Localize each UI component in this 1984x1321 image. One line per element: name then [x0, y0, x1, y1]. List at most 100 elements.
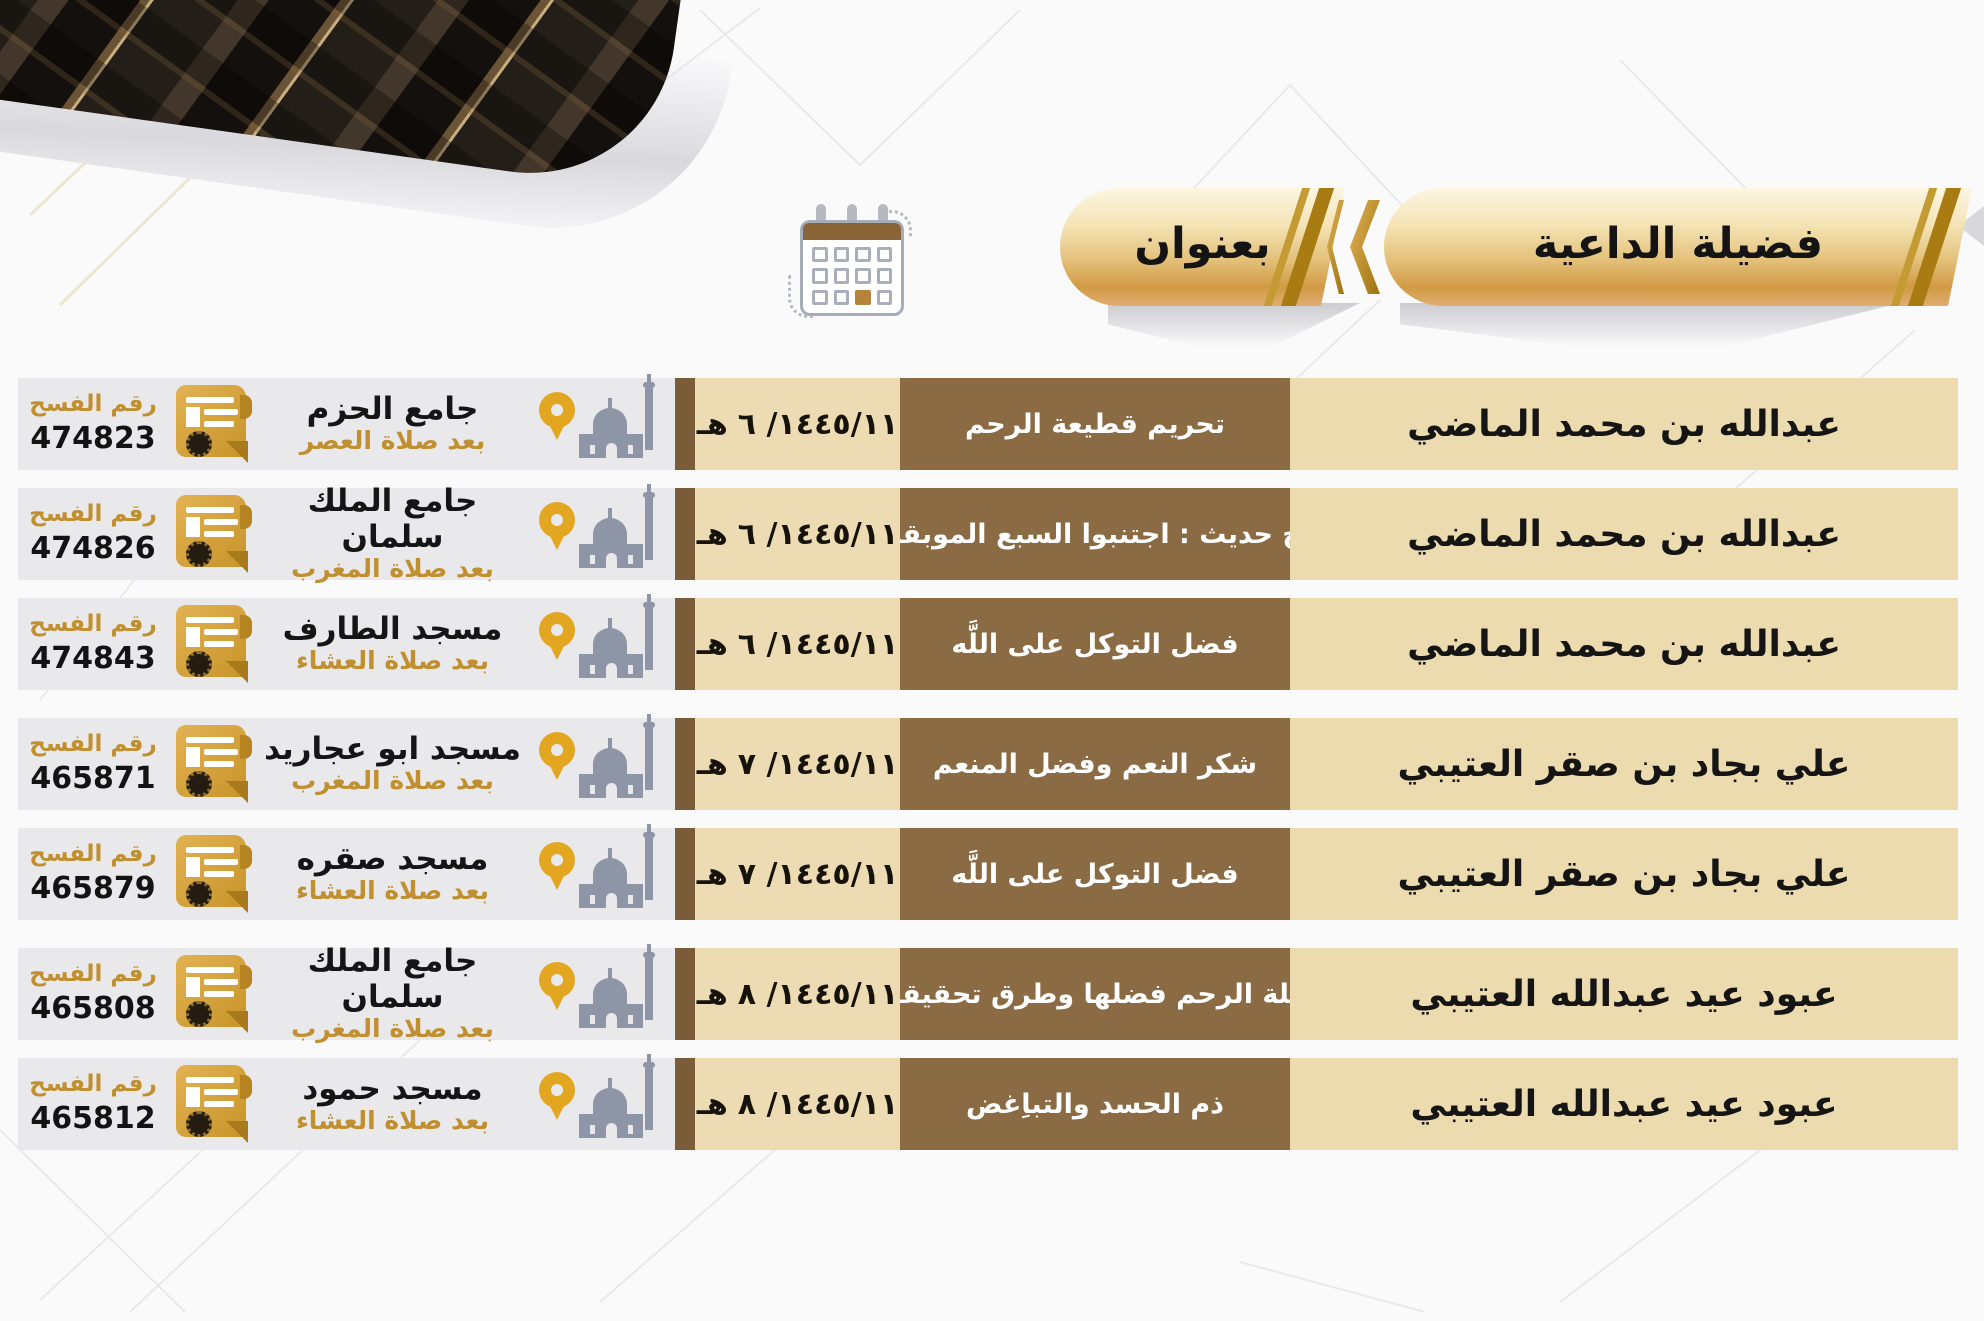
- mosque-location-icon: [525, 374, 675, 464]
- lecture-row: علي بجاد بن صقر العتيبي فضل التوكل على ا…: [18, 824, 1958, 920]
- hijri-date-digits: ١٤٤٥/١١/ ٧: [737, 746, 899, 782]
- location-section: مسجد صقره بعد صلاة العشاء رقم الفسح 4658…: [18, 824, 675, 920]
- hijri-date-digits: ١٤٤٥/١١/ ٦: [737, 516, 899, 552]
- mosque-name: مسجد صقره: [296, 840, 489, 877]
- hijri-era-suffix: هـ: [696, 856, 728, 892]
- lecture-row: علي بجاد بن صقر العتيبي شكر النعم وفضل ا…: [18, 714, 1958, 810]
- location-pin-icon: [539, 1072, 575, 1122]
- lecture-title: فضل التوكل على اللَّه: [900, 598, 1290, 690]
- registration-number: 465879: [30, 871, 156, 907]
- preacher-name: عبود عيد عبدالله العتيبي: [1290, 948, 1958, 1040]
- mosque-location-icon: [525, 594, 675, 684]
- date-separator-bar: [675, 718, 695, 810]
- location-section: مسجد ابو عجاريد بعد صلاة المغرب رقم الفس…: [18, 714, 675, 810]
- mosque-name: مسجد الطارف: [282, 610, 503, 647]
- mosque-location-icon: [525, 1054, 675, 1144]
- mosque-name: مسجد حمود: [302, 1070, 483, 1107]
- mosque-name: جامع الملك سلمان: [307, 482, 478, 555]
- lecture-date: ١٤٤٥/١١/ ٦ هـ: [695, 598, 900, 690]
- permit-scroll-icon: [174, 383, 254, 465]
- lecture-title: شكر النعم وفضل المنعم: [900, 718, 1290, 810]
- hijri-date-digits: ١٤٤٥/١١/ ٦: [737, 626, 899, 662]
- lecture-row: عبدالله بن محمد الماضي شرح حديث : اجتنبو…: [18, 483, 1958, 583]
- registration-number: 465871: [30, 761, 156, 797]
- lecture-date: ١٤٤٥/١١/ ٧ هـ: [695, 718, 900, 810]
- hijri-date-digits: ١٤٤٥/١١/ ٦: [737, 406, 899, 442]
- lecture-date: ١٤٤٥/١١/ ٨ هـ: [695, 1058, 900, 1150]
- lecture-title: شرح حديث : اجتنبوا السبع الموبقات..: [900, 488, 1290, 580]
- lecture-row: عبود عيد عبدالله العتيبي صلة الرحم فضلها…: [18, 943, 1958, 1043]
- date-separator-bar: [675, 598, 695, 690]
- hijri-era-suffix: هـ: [696, 976, 728, 1012]
- prayer-time: بعد صلاة العصر: [299, 426, 486, 456]
- mosque-location-icon: [525, 484, 675, 574]
- lecture-date: ١٤٤٥/١١/ ٧ هـ: [695, 828, 900, 920]
- registration-block: رقم الفسح 465812: [18, 1070, 168, 1139]
- date-separator-bar: [675, 378, 695, 470]
- registration-block: رقم الفسح 465808: [18, 960, 168, 1029]
- registration-label: رقم الفسح: [29, 730, 157, 757]
- permit-scroll-icon: [174, 1063, 254, 1145]
- hijri-date-digits: ١٤٤٥/١١/ ٧: [737, 856, 899, 892]
- date-separator-bar: [675, 488, 695, 580]
- hijri-era-suffix: هـ: [696, 626, 728, 662]
- prayer-time: بعد صلاة المغرب: [291, 1014, 494, 1044]
- location-pin-icon: [539, 392, 575, 442]
- lecture-date: ١٤٤٥/١١/ ٦ هـ: [695, 488, 900, 580]
- permit-scroll-icon: [174, 833, 254, 915]
- date-separator-bar: [675, 828, 695, 920]
- registration-number: 474826: [30, 531, 156, 567]
- mosque-name: جامع الحزم: [306, 390, 479, 427]
- location-section: مسجد حمود بعد صلاة العشاء رقم الفسح 4658…: [18, 1054, 675, 1150]
- prayer-time: بعد صلاة العشاء: [296, 876, 489, 906]
- lecture-row: عبدالله بن محمد الماضي تحريم قطيعة الرحم…: [18, 374, 1958, 470]
- permit-scroll-icon: [174, 493, 254, 575]
- registration-label: رقم الفسح: [29, 960, 157, 987]
- registration-number: 465812: [30, 1101, 156, 1137]
- location-section: جامع الحزم بعد صلاة العصر رقم الفسح 4748…: [18, 374, 675, 470]
- mosque-location-icon: [525, 714, 675, 804]
- permit-scroll-icon: [174, 953, 254, 1035]
- location-section: جامع الملك سلمان بعد صلاة المغرب رقم الف…: [18, 943, 675, 1043]
- registration-number: 474823: [30, 421, 156, 457]
- lecture-row: عبود عيد عبدالله العتيبي ذم الحسد والتبا…: [18, 1054, 1958, 1150]
- lecture-date: ١٤٤٥/١١/ ٨ هـ: [695, 948, 900, 1040]
- permit-scroll-icon: [174, 603, 254, 685]
- registration-block: رقم الفسح 465871: [18, 730, 168, 799]
- lecture-rows-container: عبدالله بن محمد الماضي تحريم قطيعة الرحم…: [18, 374, 1958, 1168]
- hijri-era-suffix: هـ: [696, 746, 728, 782]
- location-section: مسجد الطارف بعد صلاة العشاء رقم الفسح 47…: [18, 594, 675, 690]
- lecture-date: ١٤٤٥/١١/ ٦ هـ: [695, 378, 900, 470]
- hijri-date-digits: ١٤٤٥/١١/ ٨: [737, 976, 899, 1012]
- prayer-time: بعد صلاة المغرب: [291, 766, 494, 796]
- location-pin-icon: [539, 732, 575, 782]
- mosque-location-icon: [525, 824, 675, 914]
- prayer-time: بعد صلاة العشاء: [296, 646, 489, 676]
- registration-block: رقم الفسح 474823: [18, 390, 168, 459]
- lecture-title: فضل التوكل على اللَّه: [900, 828, 1290, 920]
- registration-number: 465808: [30, 991, 156, 1027]
- registration-block: رقم الفسح 465879: [18, 840, 168, 909]
- registration-block: رقم الفسح 474826: [18, 500, 168, 569]
- lecture-row: عبدالله بن محمد الماضي فضل التوكل على ال…: [18, 594, 1958, 690]
- registration-label: رقم الفسح: [29, 500, 157, 527]
- permit-scroll-icon: [174, 723, 254, 805]
- prayer-time: بعد صلاة المغرب: [291, 554, 494, 584]
- lecture-title: ذم الحسد والتباِغض: [900, 1058, 1290, 1150]
- double-chevron-icon: [1327, 200, 1380, 294]
- mosque-location-icon: [525, 944, 675, 1034]
- preacher-name: عبدالله بن محمد الماضي: [1290, 598, 1958, 690]
- registration-number: 474843: [30, 641, 156, 677]
- preacher-column-label: فضيلة الداعية: [1532, 219, 1824, 269]
- registration-label: رقم الفسح: [29, 1070, 157, 1097]
- hijri-era-suffix: هـ: [696, 406, 728, 442]
- mosque-name: جامع الملك سلمان: [307, 942, 478, 1015]
- preacher-name: علي بجاد بن صقر العتيبي: [1290, 718, 1958, 810]
- location-pin-icon: [539, 502, 575, 552]
- lecture-title: صلة الرحم فضلها وطرق تحقيقها: [900, 948, 1290, 1040]
- location-section: جامع الملك سلمان بعد صلاة المغرب رقم الف…: [18, 483, 675, 583]
- location-pin-icon: [539, 842, 575, 892]
- location-pin-icon: [539, 612, 575, 662]
- hijri-era-suffix: هـ: [696, 516, 728, 552]
